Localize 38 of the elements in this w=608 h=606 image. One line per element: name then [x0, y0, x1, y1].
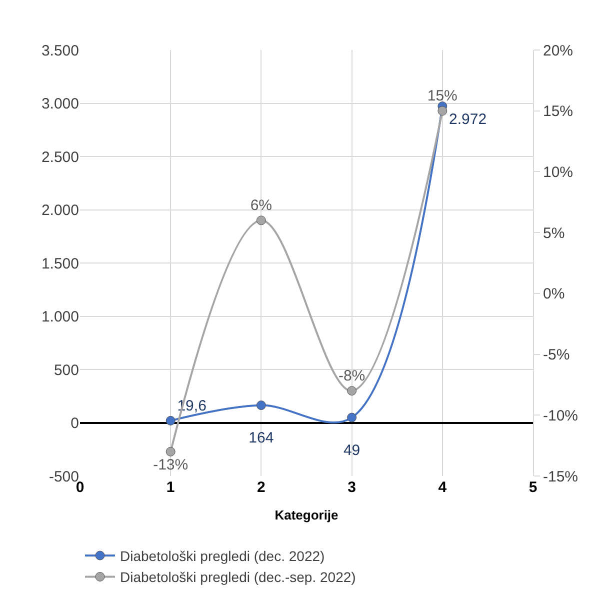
- y-tick-label: 1.000: [41, 308, 79, 326]
- data-label: 6%: [250, 197, 272, 214]
- y-tick-label: 3.000: [41, 96, 79, 112]
- data-label: -13%: [153, 456, 188, 474]
- point: [347, 412, 357, 422]
- point: [256, 216, 266, 226]
- data-label: 2.972: [449, 111, 487, 128]
- y2-tick-label: 15%: [543, 103, 574, 120]
- y2-tick-label: -5%: [543, 346, 570, 364]
- legend-label: Diabetološki pregledi (dec. 2022): [120, 548, 325, 564]
- x-tick-label: 4: [438, 479, 448, 496]
- x-axis-title: Kategorije: [274, 508, 338, 523]
- point: [256, 400, 266, 410]
- y-tick-label: 1.500: [41, 255, 79, 272]
- y-tick-label: 500: [54, 362, 79, 379]
- data-label: 15%: [427, 87, 458, 104]
- data-label: 164: [248, 430, 274, 447]
- x-tick-label: 3: [348, 479, 356, 496]
- y-tick-label: 3.500: [41, 42, 79, 60]
- point: [347, 386, 357, 396]
- y2-tick-label: 20%: [543, 42, 574, 60]
- x-tick-label: 1: [166, 479, 175, 496]
- point: [166, 416, 176, 426]
- y2-tick-label: 10%: [543, 164, 574, 181]
- legend-label: Diabetološki pregledi (dec.-sep. 2022): [120, 569, 356, 586]
- point: [438, 106, 448, 116]
- point: [166, 446, 176, 456]
- y-tick-label: 0: [70, 415, 79, 432]
- y-tick-label: 2.500: [41, 148, 79, 166]
- y2-tick-label: -15%: [543, 468, 578, 486]
- x-tick-label: 2: [257, 479, 266, 496]
- y2-tick-label: -10%: [543, 407, 578, 424]
- data-label: -8%: [338, 367, 366, 384]
- x-tick-label: 5: [528, 479, 538, 496]
- y2-tick-label: 0%: [543, 286, 565, 303]
- y2-tick-label: 5%: [543, 224, 565, 242]
- data-label: 49: [343, 442, 360, 459]
- y-tick-label: 2.000: [41, 202, 79, 219]
